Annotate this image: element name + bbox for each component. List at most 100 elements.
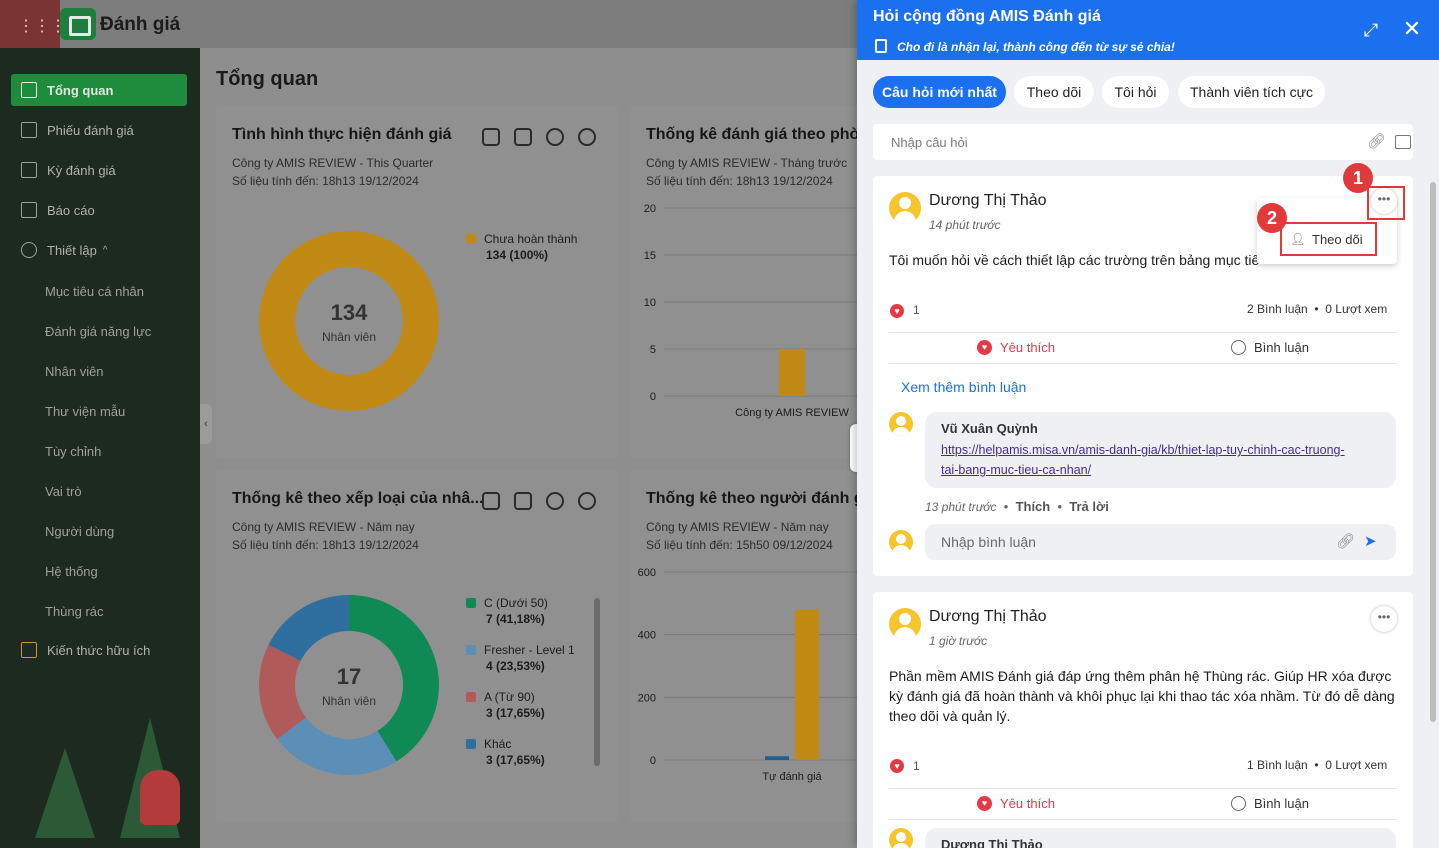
- comment-like-button[interactable]: Thích: [1015, 499, 1051, 514]
- expand-icon[interactable]: [482, 128, 500, 146]
- comment-label: Bình luận: [1254, 796, 1309, 811]
- legend-label: Khác: [484, 737, 512, 751]
- sidebar-item-overview[interactable]: Tổng quan: [11, 74, 187, 106]
- heart-icon: ♥: [977, 340, 992, 355]
- post-stats: 1 Bình luận • 0 Lượt xem: [1247, 758, 1388, 772]
- app-grid-icon[interactable]: ⋮⋮⋮: [18, 16, 66, 35]
- sidebar-sub-roles[interactable]: Vai trò: [45, 484, 82, 499]
- comment-reply-button[interactable]: Trả lời: [1069, 499, 1109, 514]
- sidebar-item-forms[interactable]: Phiếu đánh giá: [11, 114, 187, 146]
- comment-link[interactable]: https://helpamis.misa.vn/amis-danh-gia/k…: [941, 440, 1345, 480]
- comment-button[interactable]: Bình luận: [1231, 796, 1309, 811]
- comment-count: 1 Bình luận: [1247, 758, 1308, 772]
- question-box: 🔗︎: [873, 124, 1413, 160]
- post-author[interactable]: Dương Thị Thảo: [929, 192, 1047, 209]
- sidebar-sub-system[interactable]: Hệ thống: [45, 564, 98, 579]
- legend-swatch: [466, 692, 476, 702]
- card-department: Thống kê đánh giá theo phòn Công ty AMIS…: [630, 106, 870, 458]
- like-button[interactable]: ♥ Yêu thích: [977, 340, 1055, 355]
- refresh-icon[interactable]: [546, 128, 564, 146]
- comment-link-line: https://helpamis.misa.vn/amis-danh-gia/k…: [941, 443, 1345, 457]
- tab-latest-questions[interactable]: Câu hỏi mới nhất: [873, 76, 1006, 108]
- attach-link-icon[interactable]: 🔗︎: [1367, 133, 1387, 150]
- heart-icon: ♥: [977, 796, 992, 811]
- send-icon[interactable]: ➤: [1364, 533, 1377, 550]
- comment-author[interactable]: Vũ Xuân Quỳnh: [941, 421, 1038, 436]
- see-more-comments-link[interactable]: Xem thêm bình luận: [901, 379, 1027, 395]
- expand-icon[interactable]: ⤢: [1363, 20, 1379, 40]
- report-icon: [21, 202, 37, 218]
- y-tick-label: 0: [650, 391, 656, 403]
- comment-input[interactable]: [925, 524, 1315, 560]
- tab-active-members[interactable]: Thành viên tích cực: [1178, 76, 1325, 108]
- bar: [779, 349, 805, 396]
- donut-center-label: Nhân viên: [322, 330, 376, 344]
- sidebar-sub-trash[interactable]: Thùng rác: [45, 604, 104, 619]
- user-plus-icon: 👤︎: [1290, 232, 1306, 246]
- question-input[interactable]: [873, 124, 1353, 160]
- card-tools: [482, 492, 596, 510]
- post-text-line: theo dõi và quản lý.: [889, 708, 1011, 724]
- tab-my-questions[interactable]: Tôi hỏi: [1102, 76, 1169, 108]
- like-button[interactable]: ♥ Yêu thích: [977, 796, 1055, 811]
- sidebar-collapse-button[interactable]: ‹: [200, 404, 212, 444]
- comment-button[interactable]: Bình luận: [1231, 340, 1309, 355]
- follow-label: Theo dõi: [1312, 231, 1363, 247]
- view-count: 0 Lượt xem: [1325, 302, 1388, 316]
- sidebar-sub-customize[interactable]: Tùy chỉnh: [45, 444, 102, 459]
- more-options-button[interactable]: •••: [1371, 188, 1397, 214]
- x-tick-label: Tự đánh giá: [762, 771, 822, 783]
- legend-item: Khác 3 (17,65%): [466, 737, 545, 767]
- question-post: Dương Thị Thảo 14 phút trước Tôi muốn hỏ…: [873, 176, 1413, 576]
- more-options-button[interactable]: •••: [1371, 606, 1397, 632]
- export-icon[interactable]: [514, 492, 532, 510]
- sidebar-item-periods[interactable]: Kỳ đánh giá: [11, 154, 187, 186]
- gear-icon[interactable]: [578, 492, 596, 510]
- tab-following[interactable]: Theo dõi: [1014, 76, 1094, 108]
- sidebar-item-settings[interactable]: Thiết lập ^: [11, 234, 187, 266]
- legend-swatch: [466, 739, 476, 749]
- attach-link-icon[interactable]: 🔗︎: [1336, 533, 1356, 550]
- sidebar-sub-employees[interactable]: Nhân viên: [45, 364, 104, 379]
- legend-item: Fresher - Level 1 4 (23,53%): [466, 643, 575, 673]
- panel-scrollbar[interactable]: [1430, 182, 1436, 722]
- image-icon[interactable]: [1395, 135, 1411, 149]
- y-tick-label: 10: [644, 297, 656, 309]
- heart-icon: ♥: [890, 759, 904, 773]
- donut-slice: [349, 595, 439, 762]
- post-author[interactable]: Dương Thị Thảo: [929, 608, 1047, 625]
- divider: [889, 363, 1397, 364]
- like-label: Yêu thích: [1000, 796, 1055, 811]
- sidebar-sub-templates[interactable]: Thư viện mẫu: [45, 404, 126, 419]
- y-tick-label: 0: [650, 755, 656, 767]
- heart-icon: ♥: [890, 304, 904, 318]
- page-title: Tổng quan: [216, 68, 319, 90]
- sidebar-item-label: Kỳ đánh giá: [47, 162, 116, 178]
- like-count: 1: [913, 303, 920, 317]
- sidebar-sub-competency[interactable]: Đánh giá năng lực: [45, 324, 152, 339]
- y-tick-label: 400: [638, 630, 656, 642]
- legend-scrollbar[interactable]: [594, 598, 600, 766]
- sidebar-sub-users[interactable]: Người dùng: [45, 524, 115, 539]
- chevron-up-icon: ^: [102, 244, 108, 256]
- sidebar-sub-personal-goals[interactable]: Mục tiêu cá nhân: [45, 284, 145, 299]
- legend-label: Chưa hoàn thành: [484, 232, 578, 246]
- sidebar-item-knowledge[interactable]: Kiến thức hữu ích: [11, 634, 187, 666]
- card-classification: Thống kê theo xếp loại của nhâ... Công t…: [216, 470, 618, 822]
- comment-author[interactable]: Dương Thị Thảo: [941, 837, 1043, 848]
- gear-icon[interactable]: [578, 128, 596, 146]
- expand-icon[interactable]: [482, 492, 500, 510]
- post-text: Tôi muốn hỏi về cách thiết lập các trườn…: [889, 252, 1260, 268]
- legend-value: 4 (23,53%): [486, 659, 545, 673]
- follow-menu-item[interactable]: 👤︎ Theo dõi: [1280, 222, 1377, 256]
- step-marker: 1: [1343, 163, 1373, 193]
- close-icon[interactable]: ✕: [1402, 16, 1422, 41]
- refresh-icon[interactable]: [546, 492, 564, 510]
- sidebar-item-reports[interactable]: Báo cáo: [11, 194, 187, 226]
- legend-swatch: [466, 645, 476, 655]
- donut-chart: 134 Nhân viên: [259, 231, 439, 411]
- export-icon[interactable]: [514, 128, 532, 146]
- sidebar: Tổng quan Phiếu đánh giá Kỳ đánh giá Báo…: [0, 48, 200, 848]
- sidebar-item-label: Kiến thức hữu ích: [47, 642, 151, 658]
